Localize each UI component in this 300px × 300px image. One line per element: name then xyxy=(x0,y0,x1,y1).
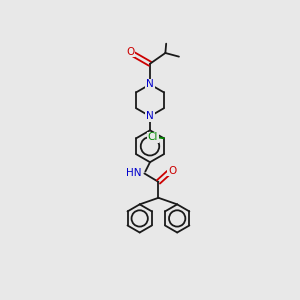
Text: O: O xyxy=(168,166,176,176)
Text: N: N xyxy=(146,80,154,89)
Text: HN: HN xyxy=(126,168,142,178)
Text: N: N xyxy=(146,111,154,121)
Text: Cl: Cl xyxy=(147,132,158,142)
Text: O: O xyxy=(126,46,134,57)
